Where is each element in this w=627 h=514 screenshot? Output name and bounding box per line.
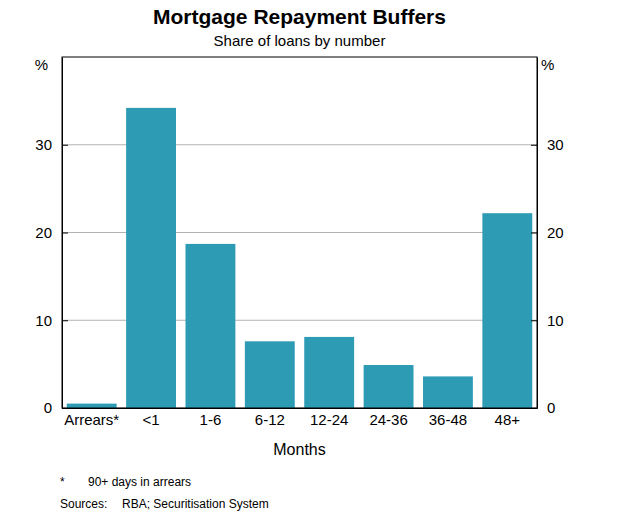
tick: 30 — [531, 136, 564, 153]
tick-label: 0 — [547, 399, 555, 416]
y-unit-right: % — [541, 56, 554, 73]
bar — [245, 341, 295, 408]
plot-frame — [62, 57, 537, 408]
tick: 20 — [531, 224, 564, 241]
tick: 0 — [531, 399, 555, 416]
tick-mark — [62, 233, 68, 234]
note-text: 90+ days in arrears — [88, 475, 191, 489]
bar — [482, 213, 532, 408]
plot: 0 10 20 30 0 10 20 30 Arrears* <1 1-6 6-12 12-24 24-3… — [35, 57, 563, 428]
tick: 10 — [35, 312, 68, 329]
tick-label: 20 — [547, 224, 564, 241]
tick-mark — [62, 145, 68, 146]
bar — [186, 244, 236, 408]
tick: 30 — [35, 136, 68, 153]
tick-label: 48+ — [495, 411, 521, 428]
tick: 48+ — [495, 408, 521, 428]
note-symbol: * — [60, 475, 65, 489]
bar — [304, 337, 354, 408]
bar — [67, 404, 117, 408]
tick: 1-6 — [200, 408, 222, 428]
axis-line — [537, 58, 538, 409]
y-axis-right: 0 10 20 30 — [531, 58, 564, 417]
axis-line — [63, 408, 538, 409]
tick: Arrears* — [64, 408, 119, 428]
bars — [67, 108, 533, 408]
tick-label: 0 — [44, 399, 52, 416]
tick-mark — [531, 145, 537, 146]
tick: 20 — [35, 224, 68, 241]
tick-label: 10 — [35, 312, 52, 329]
tick-label: 24-36 — [369, 411, 407, 428]
tick-label: 10 — [547, 312, 564, 329]
x-axis: Arrears* <1 1-6 6-12 12-24 24-36 36-48 48+ — [63, 408, 538, 428]
bar — [126, 108, 176, 408]
tick-mark — [531, 320, 537, 321]
x-axis-title: Months — [273, 441, 325, 458]
tick-mark — [531, 233, 537, 234]
bar — [423, 376, 473, 408]
y-axis-left: 0 10 20 30 — [35, 58, 68, 417]
tick-label: 1-6 — [200, 411, 222, 428]
tick-label: 6-12 — [255, 411, 285, 428]
tick-label: Arrears* — [64, 411, 119, 428]
tick-label: 20 — [35, 224, 52, 241]
tick-label: 36-48 — [429, 411, 467, 428]
bar — [364, 365, 414, 408]
note-symbol: Sources: — [60, 497, 107, 511]
title: Mortgage Repayment Buffers — [153, 5, 446, 28]
tick: 6-12 — [255, 408, 285, 428]
tick: 10 — [531, 312, 564, 329]
tick: 36-48 — [429, 408, 467, 428]
tick-label: 30 — [547, 136, 564, 153]
tick-label: <1 — [143, 411, 160, 428]
tick: 12-24 — [310, 408, 348, 428]
subtitle: Share of loans by number — [214, 32, 386, 49]
tick-label: 12-24 — [310, 411, 348, 428]
tick: 24-36 — [369, 408, 407, 428]
tick: <1 — [143, 408, 160, 428]
y-unit-left: % — [35, 56, 48, 73]
chart-svg: Mortgage Repayment Buffers Share of loans… — [0, 0, 627, 514]
note-text: RBA; Securitisation System — [122, 497, 269, 511]
tick-mark — [62, 320, 68, 321]
notes: * 90+ days in arrears Sources: RBA; Securit… — [60, 475, 269, 511]
tick-label: 30 — [35, 136, 52, 153]
